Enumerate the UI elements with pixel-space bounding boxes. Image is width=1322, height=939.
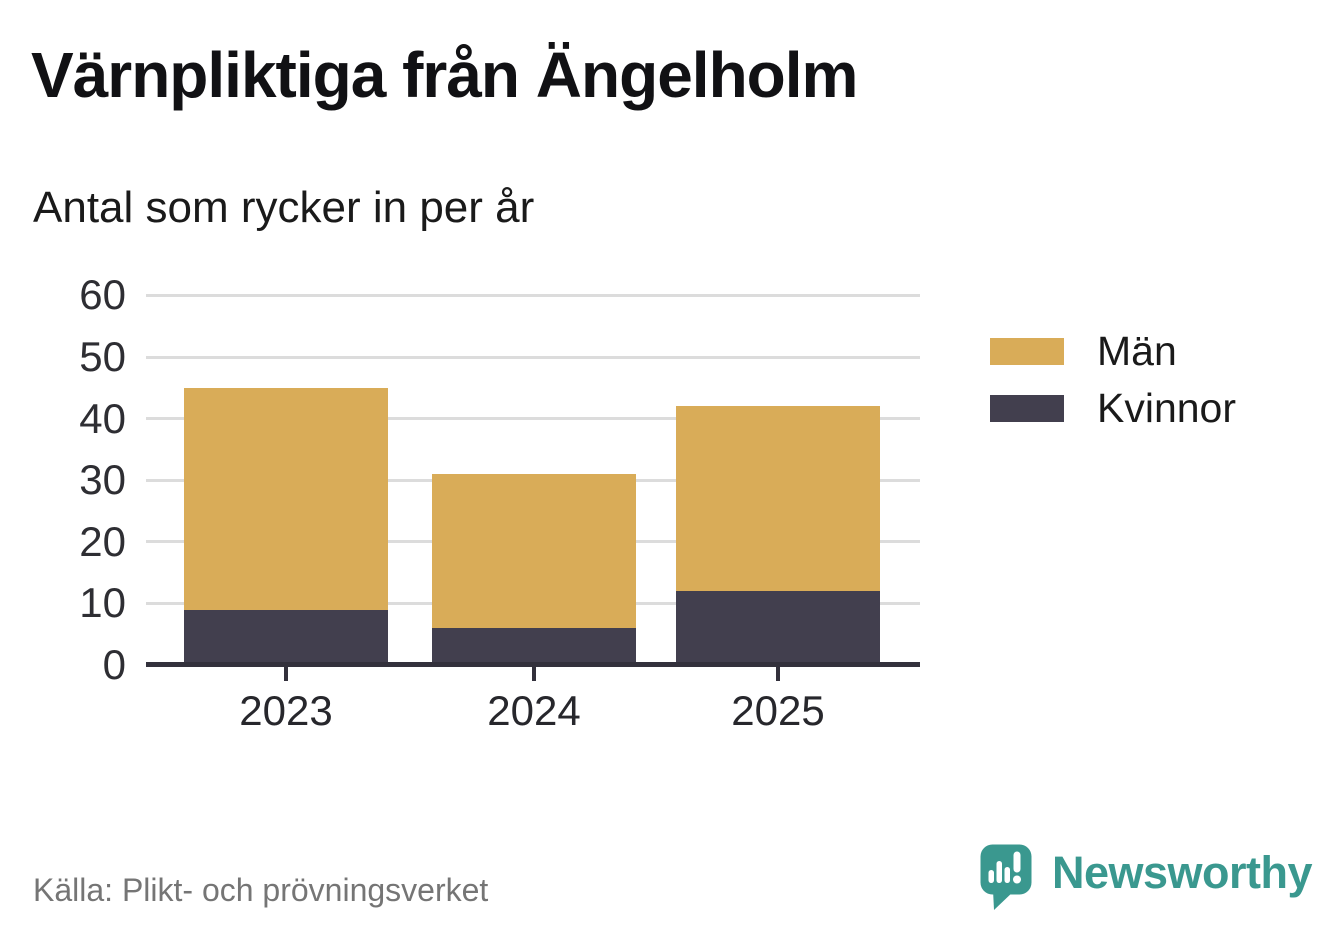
y-axis-tick-label: 50	[79, 333, 126, 380]
bar-segment-man	[184, 387, 388, 610]
y-axis-tick-label: 60	[79, 271, 126, 319]
bar-segment-kvinnor	[184, 609, 388, 665]
x-axis-tick	[532, 667, 536, 681]
x-axis-line	[146, 662, 920, 667]
bar-segment-man	[432, 474, 636, 629]
legend-item: Män	[990, 323, 1236, 380]
legend-label: Män	[1097, 328, 1177, 374]
bar-segment-kvinnor	[432, 628, 636, 665]
y-axis-tick-label: 20	[79, 517, 126, 565]
bar-segment-kvinnor	[676, 591, 880, 665]
legend: Män Kvinnor	[990, 323, 1236, 437]
source-note: Källa: Plikt- och prövningsverket	[33, 872, 489, 908]
gridline	[146, 417, 920, 421]
legend-swatch	[990, 395, 1064, 422]
x-axis-category-label: 2025	[731, 687, 825, 734]
y-axis-tick-label: 30	[79, 456, 126, 504]
legend-item: Kvinnor	[990, 380, 1236, 437]
bar-segment-man	[676, 406, 880, 592]
chart-subtitle: Antal som rycker in per år	[33, 183, 535, 232]
chart-title: Värnpliktiga från Ängelholm	[31, 39, 858, 111]
y-axis-tick-label: 10	[79, 579, 126, 627]
gridline	[146, 293, 920, 297]
brand: Newsworthy	[980, 844, 1313, 912]
legend-swatch	[990, 338, 1064, 365]
x-axis-tick	[776, 667, 780, 681]
x-axis-tick	[284, 667, 288, 681]
gridline	[146, 355, 920, 359]
x-axis-category-label: 2024	[487, 687, 581, 734]
brand-name: Newsworthy	[1052, 847, 1313, 898]
y-axis-tick-label: 40	[79, 394, 126, 442]
x-axis-category-label: 2023	[239, 687, 333, 734]
y-axis-tick-label: 0	[102, 641, 126, 688]
speech-bubble-bar-chart-icon	[980, 844, 1032, 910]
legend-label: Kvinnor	[1097, 385, 1237, 431]
